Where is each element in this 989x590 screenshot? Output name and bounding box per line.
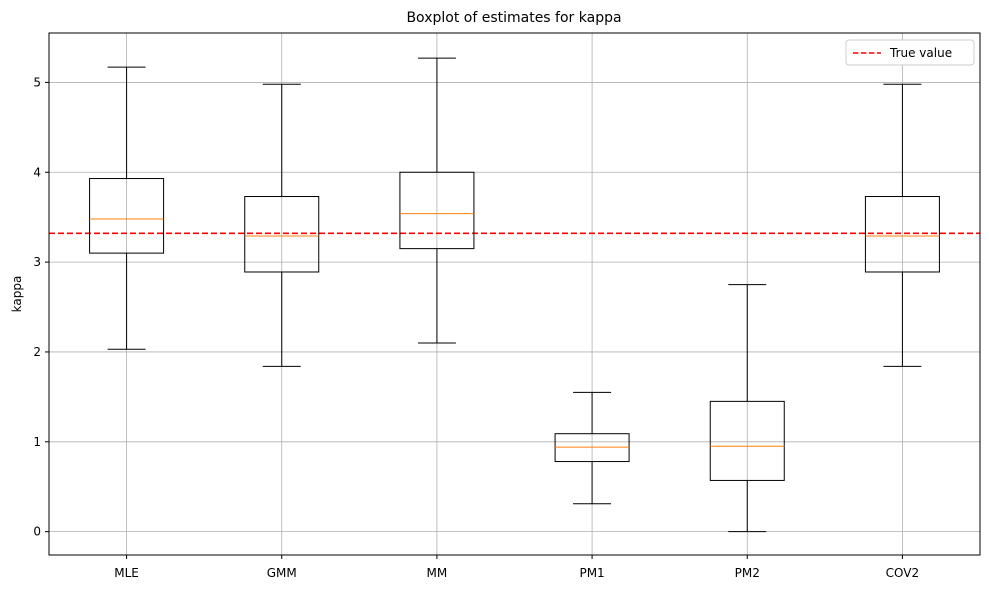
iqr-box [709, 400, 785, 481]
axis-ticks: 0 1 2 3 4 5 MLE GMM MM PM1 PM2 COV2 [33, 75, 919, 580]
x-tick-label: MLE [114, 566, 139, 580]
x-tick-label: MM [427, 566, 448, 580]
iqr-box [864, 196, 940, 273]
box-gmm [244, 83, 320, 367]
x-tick-label: PM1 [579, 566, 604, 580]
box-mle [89, 66, 165, 350]
box-pm2 [709, 284, 785, 533]
x-tick-label: COV2 [886, 566, 919, 580]
chart-title: Boxplot of estimates for kappa [406, 10, 621, 26]
legend: True value [845, 39, 975, 66]
legend-box [845, 39, 975, 66]
box-pm1 [554, 391, 630, 505]
boxes-layer [89, 57, 940, 533]
iqr-box [244, 196, 320, 273]
x-tick-label: PM2 [735, 566, 760, 580]
y-tick-label: 3 [33, 255, 41, 269]
grid-lines [49, 33, 980, 555]
box-mm [399, 57, 475, 344]
x-tick-label: GMM [267, 566, 297, 580]
legend-label-true-value: True value [889, 46, 952, 60]
iqr-box [399, 171, 475, 250]
y-tick-label: 0 [33, 525, 41, 539]
y-tick-label: 1 [33, 435, 41, 449]
y-tick-label: 2 [33, 345, 41, 359]
iqr-box [89, 178, 165, 254]
plot-frame [48, 32, 981, 556]
y-axis-label: kappa [10, 276, 24, 313]
box-cov2 [864, 83, 940, 367]
y-tick-label: 4 [33, 165, 41, 179]
y-tick-label: 5 [33, 75, 41, 89]
